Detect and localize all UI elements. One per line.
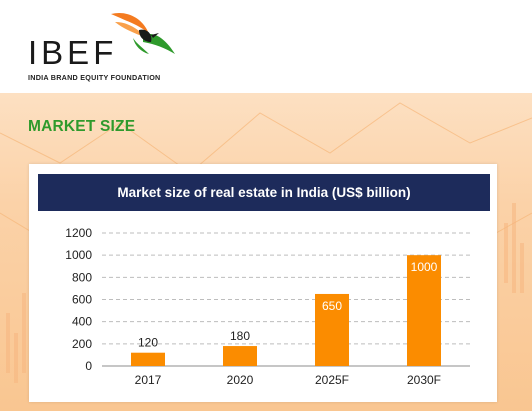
data-label: 1000	[411, 260, 438, 274]
data-labels: 120 180 650 1000	[138, 260, 438, 350]
y-tick-label: 200	[72, 337, 92, 351]
y-axis-ticks: 0 200 400 600 800 1000 1200	[65, 226, 92, 373]
x-tick-label: 2020	[227, 373, 254, 387]
y-tick-label: 1200	[65, 226, 92, 240]
y-tick-label: 600	[72, 293, 92, 307]
x-tick-label: 2025F	[315, 373, 349, 387]
y-tick-label: 800	[72, 270, 92, 284]
y-tick-label: 1000	[65, 248, 92, 262]
chart-title: Market size of real estate in India (US$…	[38, 174, 490, 211]
bar	[315, 293, 349, 366]
x-tick-label: 2030F	[407, 373, 441, 387]
logo-subtext: INDIA BRAND EQUITY FOUNDATION	[28, 73, 161, 82]
y-tick-label: 0	[85, 359, 92, 373]
data-label: 120	[138, 336, 158, 350]
x-tick-label: 2017	[135, 373, 162, 387]
y-tick-label: 400	[72, 315, 92, 329]
bar	[223, 346, 257, 366]
logo-text: IBEF	[28, 34, 118, 71]
page-header: IBEF INDIA BRAND EQUITY FOUNDATION	[0, 0, 532, 93]
bird-logo-icon	[111, 12, 175, 54]
chart-bars	[131, 255, 441, 366]
ibef-logo[interactable]: IBEF INDIA BRAND EQUITY FOUNDATION	[24, 8, 184, 88]
data-label: 180	[230, 329, 250, 343]
x-axis-ticks: 2017 2020 2025F 2030F	[135, 373, 441, 387]
data-label: 650	[322, 299, 342, 313]
bar	[131, 352, 165, 366]
bar	[407, 255, 441, 366]
section-title: MARKET SIZE	[28, 118, 136, 135]
